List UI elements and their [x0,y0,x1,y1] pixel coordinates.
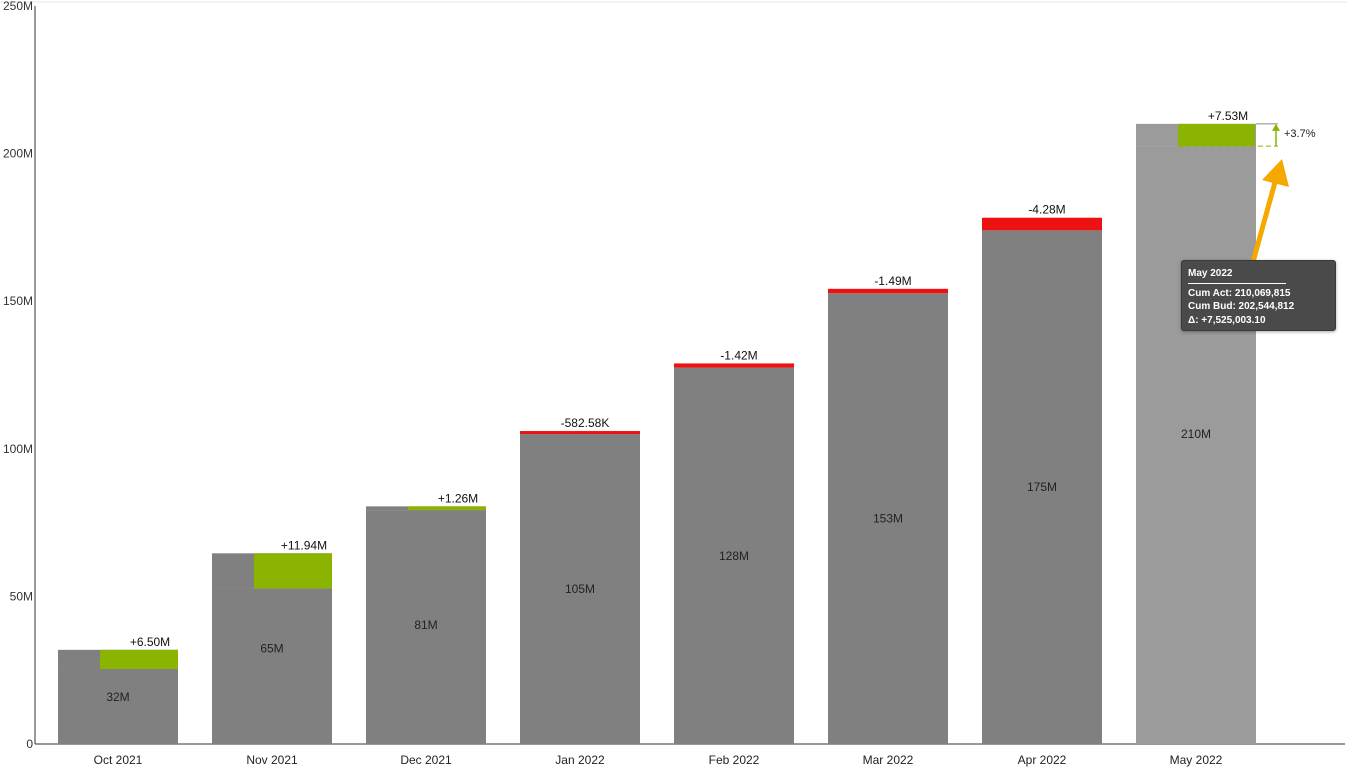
bar-cum-act [1136,146,1256,744]
bar-value-label: 65M [260,642,283,656]
tooltip-may-2022: May 2022 Cum Act: 210,069,815 Cum Bud: 2… [1181,260,1336,331]
tooltip-cum-act: Cum Act: 210,069,815 [1188,287,1291,299]
bar-cum-act [982,230,1102,745]
x-category-label: Dec 2021 [400,753,452,767]
variance-arrow-head [1272,123,1280,131]
variance-positive [408,506,486,511]
y-tick-label: 50M [10,589,33,603]
tooltip-cum-bud: Cum Bud: 202,544,812 [1188,301,1295,312]
x-category-label: Mar 2022 [863,753,914,767]
bar-cum-act [366,510,486,744]
bar-value-label: 175M [1027,480,1057,494]
variance-negative [520,431,640,435]
variance-label: +7.53M [1208,109,1248,123]
variance-label: -1.42M [720,348,757,362]
y-tick-label: 100M [3,442,33,456]
x-category-label: Nov 2021 [246,753,298,767]
variance-label: +6.50M [130,635,170,649]
y-tick-label: 150M [3,294,33,308]
bar-cum-act [828,293,948,744]
bar-value-label: 153M [873,512,903,526]
variance-positive [1178,123,1255,147]
bar-cum-act [674,367,794,744]
variance-label: +1.26M [438,491,478,505]
variance-positive [254,553,332,589]
annotation-arrow-shaft [1250,172,1280,265]
bar-value-label: 32M [106,690,129,704]
bar-cum-act [212,588,332,744]
y-tick-label: 0 [26,737,33,751]
bar-value-label: 210M [1181,427,1211,441]
x-category-label: Feb 2022 [709,753,760,767]
variance-label: -582.58K [561,416,610,430]
variance-negative [674,363,794,368]
variance-label: +11.94M [281,538,327,552]
bar-cum-act [520,434,640,744]
tooltip-title: May 2022 [1188,267,1286,284]
variance-negative [982,217,1102,231]
bar-value-label: 128M [719,549,749,563]
bar-value-label: 81M [414,618,437,632]
y-tick-label: 250M [3,0,33,13]
tooltip-delta: Δ: +7,525,003.10 [1188,314,1266,326]
bar-value-label: 105M [565,582,595,596]
variance-positive [100,649,178,670]
variance-label: -1.49M [874,274,911,288]
y-tick-label: 200M [3,147,33,161]
x-category-label: May 2022 [1170,753,1223,767]
bar-cum-act [58,669,178,744]
x-category-label: Oct 2021 [94,753,143,767]
variance-percent-label: +3.7% [1284,128,1316,140]
variance-negative [828,288,948,294]
variance-label: -4.28M [1028,203,1065,217]
x-category-label: Apr 2022 [1018,753,1067,767]
annotation-arrow-head [1262,159,1289,187]
x-category-label: Jan 2022 [555,753,605,767]
